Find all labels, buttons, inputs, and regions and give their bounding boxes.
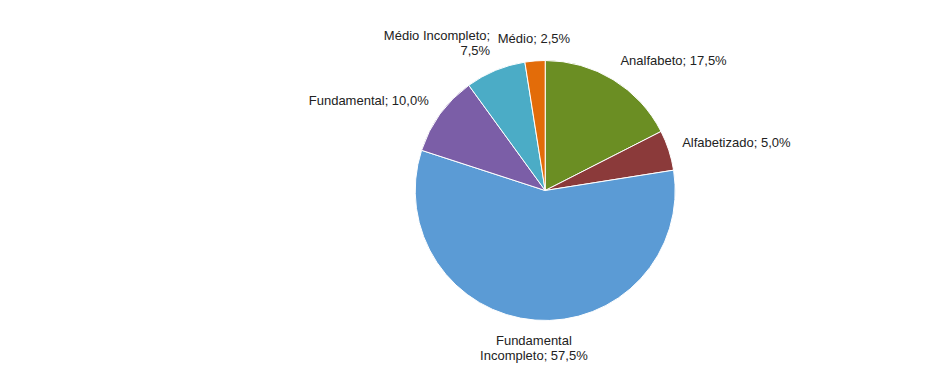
slice-label: Médio; 2,5%: [498, 31, 571, 46]
slice-label: Médio Incompleto;7,5%: [384, 28, 491, 58]
slice-label: Fundamental; 10,0%: [309, 93, 429, 108]
pie: [415, 61, 675, 321]
slice-label-line: 7,5%: [460, 43, 490, 58]
pie-slice: [525, 61, 545, 191]
chart: Analfabeto; 17,5% Alfabetizado; 5,0% Funda…: [0, 0, 940, 381]
slice-label-line: Fundamental: [496, 333, 572, 348]
slice-label: Alfabetizado; 5,0%: [682, 135, 791, 150]
slice-label-line: Médio; 2,5%: [498, 31, 571, 46]
slice-label-line: Médio Incompleto;: [384, 28, 490, 43]
labels: Analfabeto; 17,5% Alfabetizado; 5,0% Funda…: [309, 28, 791, 363]
slice-label: Analfabeto; 17,5%: [620, 53, 727, 68]
slice-label-line: Fundamental; 10,0%: [309, 93, 429, 108]
slice-label-line: Alfabetizado; 5,0%: [682, 135, 791, 150]
slice-label: FundamentalIncompleto; 57,5%: [480, 333, 588, 363]
slice-label-line: Analfabeto; 17,5%: [620, 53, 727, 68]
slice-label-line: Incompleto; 57,5%: [480, 348, 588, 363]
